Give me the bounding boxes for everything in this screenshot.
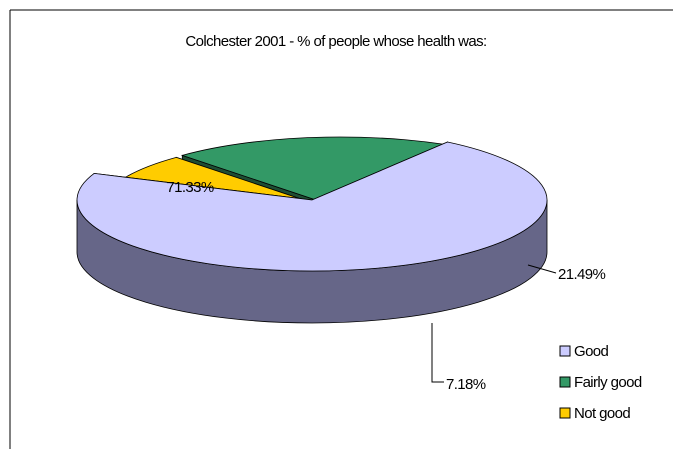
legend-swatch-not-good — [559, 407, 571, 419]
slice-top-good — [76, 141, 548, 272]
chart-title: Colchester 2001 - % of people whose heal… — [185, 33, 486, 50]
data-label-good: 71.33% — [166, 179, 214, 196]
data-label-not-good: 7.18% — [446, 376, 486, 393]
legend-swatch-fairly-good — [559, 376, 571, 388]
leader-line-not-good — [431, 323, 444, 383]
data-labels: 71.33% 21.49% 7.18% — [166, 179, 606, 393]
legend-item-fairly-good: Fairly good — [559, 374, 642, 391]
legend-label-good: Good — [574, 343, 609, 360]
data-label-fairly-good: 21.49% — [558, 266, 606, 283]
legend-label-fairly-good: Fairly good — [574, 374, 642, 391]
pie-slices — [76, 136, 548, 324]
leader-line-fairly-good — [527, 264, 557, 274]
pie-slice-good — [76, 141, 548, 324]
legend: Good Fairly good Not good — [559, 343, 642, 422]
legend-label-not-good: Not good — [574, 405, 630, 422]
legend-item-good: Good — [559, 343, 609, 360]
legend-swatch-good — [559, 345, 571, 357]
legend-item-not-good: Not good — [559, 405, 631, 422]
